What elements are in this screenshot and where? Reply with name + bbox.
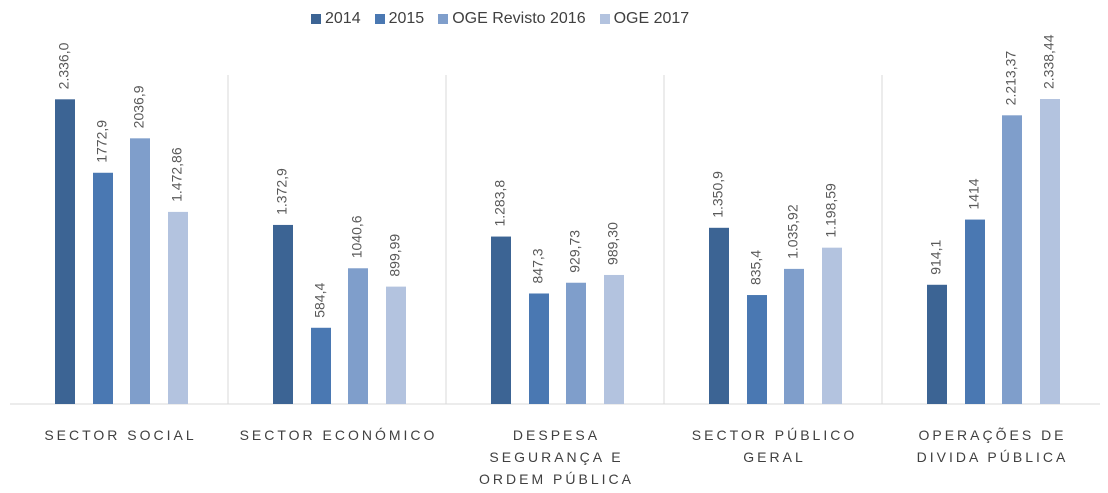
legend-swatch bbox=[438, 14, 449, 24]
data-label: 2.338,44 bbox=[1041, 34, 1057, 89]
x-tick-label: OPERAÇÕES DE DIVIDA PÚBLICA bbox=[916, 427, 1069, 465]
data-label: 847,3 bbox=[530, 248, 546, 283]
x-tick-label: SECTOR ECONÓMICO bbox=[239, 427, 438, 443]
data-label: 1040,6 bbox=[349, 215, 365, 258]
x-tick-label: DESPESA SEGURANÇA E ORDEM PÚBLICA bbox=[479, 427, 634, 487]
data-label: 1.035,92 bbox=[785, 204, 801, 259]
data-label: 835,4 bbox=[748, 250, 764, 285]
bar bbox=[604, 274, 624, 404]
data-label: 2036,9 bbox=[131, 85, 147, 128]
bar bbox=[386, 286, 406, 404]
data-label: 1.283,8 bbox=[492, 180, 508, 227]
data-label: 914,1 bbox=[928, 240, 944, 275]
bar bbox=[784, 268, 804, 404]
bar bbox=[566, 282, 586, 404]
bar bbox=[965, 219, 985, 404]
legend-label: 2015 bbox=[388, 10, 425, 27]
bar bbox=[93, 172, 113, 404]
bar bbox=[709, 227, 729, 404]
legend: 2014 2015 OGE Revisto 2016 OGE 2017 bbox=[311, 10, 689, 28]
bar bbox=[1002, 115, 1022, 404]
legend-label: OGE Revisto 2016 bbox=[452, 10, 586, 27]
data-label: 929,73 bbox=[567, 230, 583, 273]
data-label: 899,99 bbox=[387, 234, 403, 277]
bar bbox=[822, 247, 842, 404]
bar bbox=[55, 99, 75, 405]
data-label: 2.336,0 bbox=[56, 42, 72, 89]
bar bbox=[491, 236, 511, 404]
legend-swatch bbox=[374, 14, 385, 24]
bar bbox=[348, 268, 368, 404]
x-tick-label: SECTOR PÚBLICO GERAL bbox=[691, 427, 858, 465]
legend-label: 2014 bbox=[325, 10, 361, 27]
legend-swatch bbox=[599, 14, 610, 24]
data-label: 989,30 bbox=[605, 222, 621, 265]
legend-swatch bbox=[311, 14, 321, 24]
legend-item: 2015 bbox=[374, 10, 425, 28]
legend-item: OGE Revisto 2016 bbox=[438, 10, 586, 28]
data-label: 584,4 bbox=[312, 283, 328, 318]
data-label: 1772,9 bbox=[94, 120, 110, 163]
data-label: 2.213,37 bbox=[1003, 51, 1019, 106]
bar bbox=[168, 211, 188, 404]
legend-label: OGE 2017 bbox=[613, 10, 690, 27]
data-label: 1.372,9 bbox=[274, 168, 290, 215]
data-label: 1.350,9 bbox=[710, 171, 726, 218]
data-label: 1414 bbox=[966, 178, 982, 209]
bar bbox=[311, 327, 331, 404]
x-tick-label: SECTOR SOCIAL bbox=[44, 427, 197, 443]
data-label: 1.472,86 bbox=[169, 147, 185, 202]
data-label: 1.198,59 bbox=[823, 183, 839, 238]
bar bbox=[529, 293, 549, 404]
legend-item: 2014 bbox=[311, 10, 361, 28]
bar bbox=[747, 295, 767, 404]
bar bbox=[273, 224, 293, 404]
bar bbox=[130, 138, 150, 404]
bar bbox=[927, 284, 947, 404]
legend-item: OGE 2017 bbox=[599, 10, 690, 28]
bar bbox=[1040, 99, 1060, 404]
